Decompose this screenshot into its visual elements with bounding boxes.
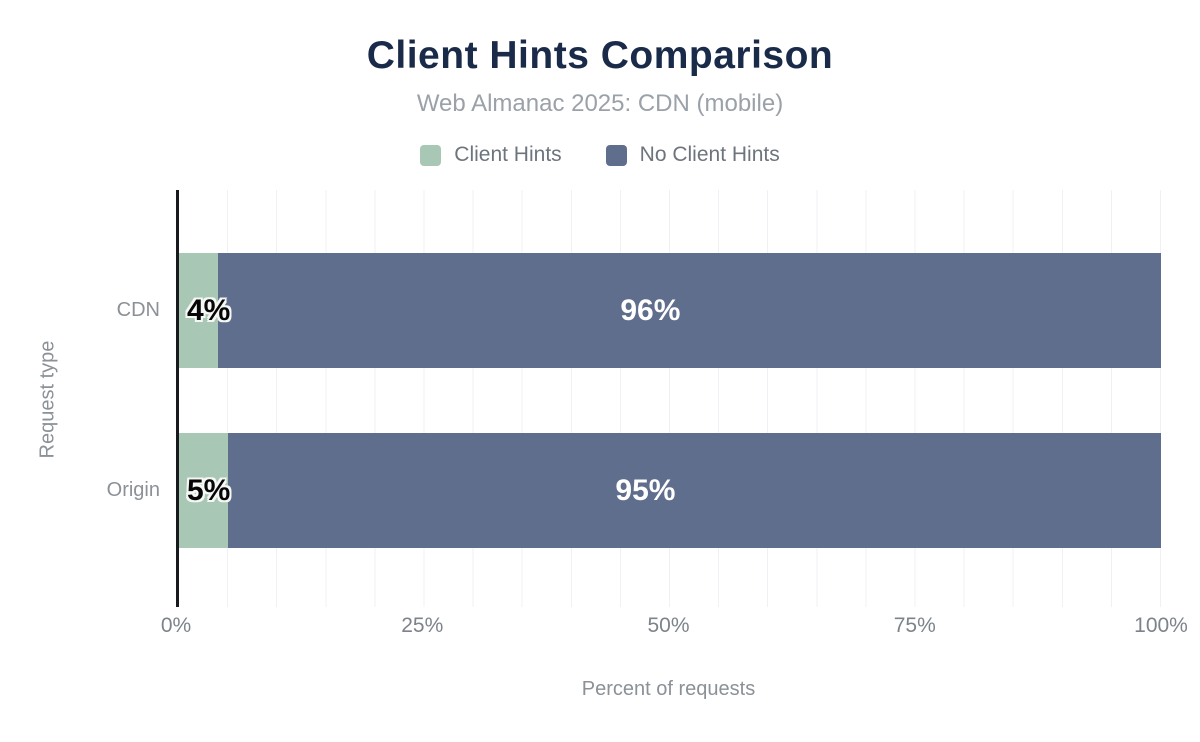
legend-item-no-client-hints: No Client Hints (605, 143, 780, 167)
bar-origin-segment-client-hints (179, 433, 229, 548)
x-axis-title: Percent of requests (581, 678, 756, 700)
legend: Client Hints No Client Hints (0, 143, 1200, 167)
legend-swatch-client-hints (420, 144, 442, 166)
legend-label-no-client-hints: No Client Hints (639, 143, 780, 166)
bar-origin-segment-no-client-hints (228, 433, 1161, 548)
bar-cdn-segment-no-client-hints (218, 253, 1161, 368)
x-axis-ticks: 0% 25% 50% 75% 100% (161, 614, 1188, 640)
plot-area: 4% 96% 5% 95% CDN Origin (107, 190, 1161, 607)
category-label-cdn: CDN (116, 299, 160, 321)
value-label-cdn-no-client-hints: 96% (620, 294, 681, 327)
bar-origin: 5% 95% (179, 433, 1161, 548)
bar-cdn-segment-client-hints (179, 253, 219, 368)
x-tick-0: 0% (160, 614, 192, 637)
value-label-origin-client-hints: 5% (187, 474, 231, 507)
chart-subtitle: Web Almanac 2025: CDN (mobile) (416, 90, 784, 117)
x-tick-100: 100% (1134, 614, 1188, 637)
y-axis-title: Request type (36, 340, 59, 459)
bar-cdn: 4% 96% (179, 253, 1161, 368)
legend-label-client-hints: Client Hints (454, 143, 562, 166)
x-tick-75: 75% (893, 614, 936, 637)
x-tick-25: 25% (401, 614, 444, 637)
chart-title: Client Hints Comparison (366, 34, 834, 77)
value-label-origin-no-client-hints: 95% (615, 474, 676, 507)
legend-swatch-no-client-hints (605, 144, 627, 166)
category-label-origin: Origin (106, 479, 160, 501)
value-label-cdn-client-hints: 4% (187, 294, 231, 327)
legend-item-client-hints: Client Hints (420, 143, 562, 167)
x-tick-50: 50% (647, 614, 690, 637)
